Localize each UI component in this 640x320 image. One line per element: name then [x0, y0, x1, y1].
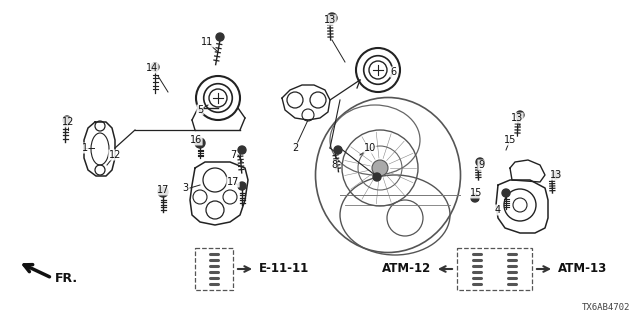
Text: 16: 16 — [190, 135, 202, 145]
Circle shape — [516, 111, 524, 119]
Text: 2: 2 — [292, 143, 298, 153]
Text: 15: 15 — [504, 135, 516, 145]
Text: 14: 14 — [146, 63, 158, 73]
Text: 10: 10 — [364, 143, 376, 153]
Bar — [457, 248, 532, 290]
Circle shape — [327, 13, 337, 23]
Circle shape — [195, 138, 205, 148]
Text: TX6AB4702: TX6AB4702 — [582, 303, 630, 312]
Circle shape — [476, 158, 484, 166]
Text: FR.: FR. — [55, 271, 78, 284]
Circle shape — [216, 33, 224, 41]
Circle shape — [372, 160, 388, 176]
Text: 5: 5 — [197, 105, 203, 115]
Text: 12: 12 — [62, 117, 74, 127]
Text: 7: 7 — [230, 150, 236, 160]
Text: 9: 9 — [478, 160, 484, 170]
Circle shape — [552, 171, 560, 179]
Text: 17: 17 — [227, 177, 239, 187]
Circle shape — [334, 146, 342, 154]
Bar — [195, 248, 233, 290]
Text: 13: 13 — [324, 15, 336, 25]
Circle shape — [238, 182, 246, 190]
Circle shape — [471, 194, 479, 202]
Circle shape — [151, 63, 159, 71]
Text: 3: 3 — [182, 183, 188, 193]
Text: 13: 13 — [511, 113, 523, 123]
Circle shape — [238, 146, 246, 154]
Text: 13: 13 — [550, 170, 562, 180]
Text: 15: 15 — [470, 188, 482, 198]
Circle shape — [63, 116, 71, 124]
Text: 17: 17 — [157, 185, 169, 195]
Text: ATM-13: ATM-13 — [558, 262, 607, 276]
Text: 11: 11 — [201, 37, 213, 47]
Circle shape — [373, 173, 381, 181]
Text: 8: 8 — [331, 160, 337, 170]
Text: ATM-12: ATM-12 — [381, 262, 431, 276]
Circle shape — [502, 189, 510, 197]
Circle shape — [158, 187, 168, 197]
Text: 4: 4 — [495, 205, 501, 215]
Text: E-11-11: E-11-11 — [259, 262, 309, 276]
Text: 12: 12 — [109, 150, 121, 160]
Text: 6: 6 — [390, 67, 396, 77]
Text: 1: 1 — [82, 143, 88, 153]
